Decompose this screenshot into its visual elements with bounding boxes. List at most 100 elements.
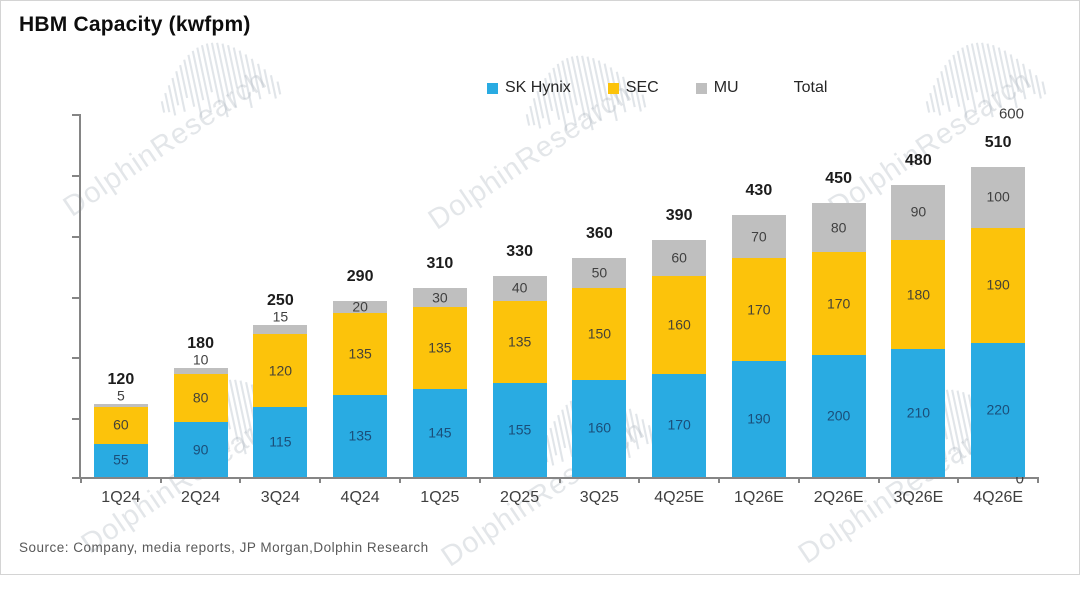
total-value-label: 390 — [665, 206, 693, 224]
legend-item-mu: MU — [695, 79, 739, 97]
bar-4q25e: 170 160 60 390 — [652, 207, 707, 477]
legend-item-label: SK Hynix — [505, 79, 571, 96]
total-value-label: 450 — [825, 170, 852, 188]
segment-value-label: 100 — [986, 188, 1010, 205]
bar-slot: 115 120 15 250 3Q24 — [241, 114, 321, 506]
bar-segment-mu: 90 — [891, 185, 946, 240]
segment-value-label: 210 — [906, 404, 931, 421]
total-value-label: 330 — [506, 243, 533, 261]
segment-value-label: 60 — [671, 249, 687, 266]
bar-2q24: 90 80 10 180 — [173, 335, 228, 477]
x-axis-category-label: 3Q25 — [579, 489, 619, 506]
bar-segment-mu: 20 — [333, 299, 388, 314]
chart-title: HBM Capacity (kwfpm) — [19, 13, 251, 36]
total-value-label: 480 — [905, 152, 932, 169]
bar-segment-sec: 180 — [891, 239, 946, 350]
segment-value-label: 135 — [348, 345, 372, 362]
bar-segment-sec: 135 — [412, 306, 467, 389]
legend-swatch-icon — [607, 82, 619, 94]
x-tick-mark — [159, 477, 162, 483]
legend-item-label: SEC — [625, 79, 659, 96]
source-note: Source: Company, media reports, JP Morga… — [19, 540, 429, 555]
bar-segment-sec: 160 — [652, 276, 707, 374]
legend-item-sec: SEC — [607, 79, 659, 97]
bar-4q24: 135 135 20 290 — [333, 268, 388, 477]
segment-value-label: 190 — [986, 276, 1010, 293]
bar-3q24: 115 120 15 250 — [253, 292, 308, 477]
bar-1q24: 55 60 5 120 — [93, 372, 148, 477]
bar-slot: 170 160 60 390 4Q25E — [639, 114, 719, 506]
bar-3q25: 160 150 50 360 — [572, 226, 627, 477]
x-axis-category-label: 3Q24 — [260, 489, 300, 506]
y-tick-mark — [72, 357, 79, 360]
segment-value-label: 220 — [986, 401, 1010, 418]
bar-slot: 210 180 90 480 3Q26E — [879, 114, 959, 506]
bar-segment-sk-hynix: 145 — [412, 388, 467, 477]
bar-slot: 160 150 50 360 3Q25 — [560, 114, 640, 506]
x-tick-mark — [478, 477, 481, 483]
bar-segment-sec: 135 — [492, 300, 547, 383]
total-value-label: 250 — [267, 291, 294, 309]
total-value-label: 510 — [984, 133, 1012, 151]
bar-segment-sec: 150 — [572, 288, 627, 380]
segment-value-label: 180 — [906, 286, 931, 302]
bar-segment-sec: 60 — [93, 407, 148, 444]
bar-segment-sk-hynix: 90 — [173, 422, 228, 477]
segment-value-label: 155 — [507, 421, 532, 438]
x-axis-category-label: 3Q26E — [893, 489, 944, 506]
bar-segment-mu: 40 — [492, 276, 547, 301]
bar-segment-mu: 100 — [971, 166, 1026, 228]
bar-segment-sk-hynix: 210 — [891, 349, 946, 477]
bar-segment-sec: 190 — [971, 227, 1026, 344]
x-axis-category-label: 1Q26E — [733, 489, 784, 506]
segment-value-label: 160 — [667, 316, 691, 333]
bar-slot: 220 190 100 510 4Q26E — [958, 114, 1038, 506]
bar-slot: 155 135 40 330 2Q25 — [480, 114, 560, 506]
x-axis-category-label: 4Q25E — [654, 489, 705, 506]
x-tick-mark — [717, 477, 720, 483]
segment-value-label: 30 — [432, 289, 448, 306]
legend-item-sk-hynix: SK Hynix — [487, 79, 571, 97]
y-tick-mark — [72, 174, 79, 177]
segment-value-label: 80 — [192, 389, 209, 406]
segment-value-label: 50 — [591, 264, 608, 281]
legend-item-label: Total — [793, 79, 828, 96]
segment-value-label: 115 — [269, 433, 292, 450]
bar-segment-sk-hynix: 190 — [731, 361, 786, 477]
bar-segment-sec: 135 — [333, 312, 388, 395]
y-tick-mark — [72, 235, 79, 238]
total-value-label: 360 — [586, 225, 613, 243]
total-value-label: 120 — [107, 371, 135, 389]
bar-segment-sec: 120 — [253, 334, 308, 408]
total-value-label: 310 — [426, 255, 454, 273]
segment-value-label: 55 — [113, 451, 129, 468]
bar-segment-sk-hynix: 170 — [652, 373, 707, 477]
bar-3q26e: 210 180 90 480 — [891, 153, 946, 477]
segment-value-label: 120 — [268, 362, 293, 379]
x-axis-category-label: 1Q24 — [101, 489, 141, 506]
legend-item-total: Total — [794, 79, 828, 97]
x-axis-category-label: 2Q26E — [813, 489, 864, 506]
bar-segment-sec: 170 — [731, 258, 786, 362]
x-tick-mark — [957, 477, 960, 483]
segment-value-label: 40 — [511, 279, 528, 296]
bar-segment-sk-hynix: 160 — [572, 379, 627, 477]
y-tick-label: 600 — [998, 105, 1024, 123]
legend-swatch-icon — [695, 82, 707, 94]
legend-swatch-icon — [487, 82, 498, 94]
chart-page: HBM Capacity (kwfpm) DolphinResearch Dolp… — [0, 0, 1080, 575]
segment-value-label: 135 — [348, 427, 372, 444]
bar-slot: 135 135 20 290 4Q24 — [320, 114, 400, 506]
bar-4q26e: 220 190 100 510 — [971, 134, 1026, 477]
segment-value-label: 20 — [352, 298, 368, 315]
bar-segment-sk-hynix: 200 — [811, 355, 866, 477]
segment-value-label: 170 — [667, 416, 691, 433]
y-tick-mark — [72, 296, 79, 299]
segment-value-label: 10 — [192, 351, 209, 368]
x-tick-mark — [398, 477, 401, 483]
bar-1q25: 145 135 30 310 — [412, 256, 467, 477]
x-tick-mark — [80, 477, 82, 483]
bar-segment-mu: 70 — [731, 215, 786, 259]
segment-value-label: 135 — [428, 339, 452, 356]
bar-segment-sk-hynix: 55 — [93, 443, 148, 477]
